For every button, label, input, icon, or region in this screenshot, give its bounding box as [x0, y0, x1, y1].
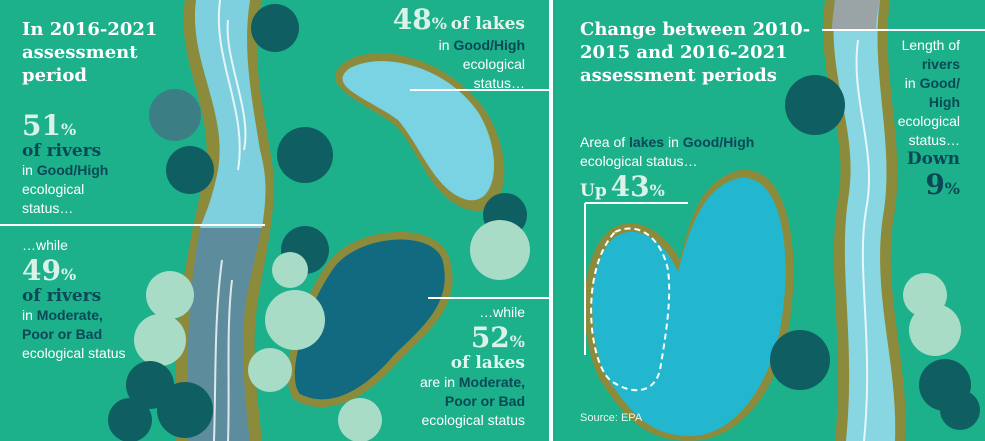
- prep: are in: [419, 374, 455, 390]
- unit: %: [509, 332, 525, 351]
- prep: in: [22, 307, 33, 323]
- river-clean: [194, 0, 266, 228]
- stat-rivers-good: 51% of rivers in Good/High ecological st…: [22, 110, 137, 218]
- stat-lakes-bad: …while 52% of lakes are in Moderate, Poo…: [395, 303, 525, 430]
- subject: rivers: [921, 56, 960, 72]
- subject: of lakes: [450, 353, 525, 373]
- suffix: ecological status…: [897, 113, 960, 148]
- value: 49: [22, 254, 61, 287]
- status: Good/ High: [919, 75, 960, 110]
- title: Change between 2010-2015 and 2016-2021 a…: [580, 19, 811, 86]
- subject: of rivers: [22, 286, 102, 306]
- direction: Up: [580, 181, 607, 201]
- lead: …while: [22, 237, 68, 253]
- suffix: ecological status: [421, 412, 525, 428]
- stat-lakes-good: 48% of lakes in Good/High ecological sta…: [375, 4, 525, 93]
- value: 48: [392, 3, 432, 36]
- prep: in: [438, 37, 450, 53]
- river-ripples: [213, 0, 247, 441]
- lake-good: [342, 61, 495, 201]
- river-polluted: [187, 228, 262, 441]
- title: In 2016-2021 assessment period: [22, 19, 158, 86]
- unit: %: [60, 120, 77, 139]
- trees: [770, 75, 980, 430]
- divider: [549, 0, 553, 441]
- stat-lakes-change: Area of lakes in Good/High ecological st…: [580, 133, 780, 203]
- lead: Area of: [580, 134, 626, 150]
- suffix: ecological status…: [462, 56, 525, 91]
- subject: of rivers: [22, 141, 102, 161]
- lake-previous: [590, 227, 671, 392]
- rules: [0, 29, 985, 355]
- trees: [108, 4, 530, 441]
- status: Good/High: [453, 37, 525, 53]
- prep: in: [22, 162, 33, 178]
- status: Good/High: [682, 134, 755, 150]
- river-lost: [832, 0, 880, 30]
- value: 51: [22, 109, 61, 142]
- prep: in: [904, 75, 916, 91]
- lead: Length of: [901, 37, 960, 53]
- source: Source: EPA: [580, 412, 643, 424]
- stat-rivers-change: Length of rivers in Good/ High ecologica…: [880, 36, 960, 201]
- suffix: ecological status…: [580, 153, 698, 169]
- suffix: ecological status…: [22, 181, 85, 216]
- status: Moderate, Poor or Bad: [444, 374, 525, 409]
- unit: %: [649, 181, 665, 200]
- prep-wrap: rivers: [922, 56, 960, 72]
- value: 52: [470, 321, 510, 354]
- stat-rivers-bad: …while 49% of rivers in Moderate, Poor o…: [22, 236, 127, 363]
- suffix: ecological status: [22, 345, 126, 361]
- value: 9: [925, 168, 945, 201]
- subject: of lakes: [450, 14, 525, 34]
- lake-good: [592, 177, 786, 436]
- lead: …while: [479, 304, 525, 320]
- status: Moderate, Poor or Bad: [22, 307, 103, 342]
- unit: %: [944, 179, 960, 198]
- river-ripples: [855, 39, 870, 441]
- direction: Down: [906, 149, 960, 169]
- lake-bad: [294, 239, 445, 400]
- unit: %: [431, 14, 447, 33]
- prep: in: [667, 134, 679, 150]
- unit: %: [60, 265, 77, 284]
- value: 43: [610, 170, 650, 203]
- status: Good/High: [36, 162, 109, 178]
- subject: lakes: [629, 134, 665, 150]
